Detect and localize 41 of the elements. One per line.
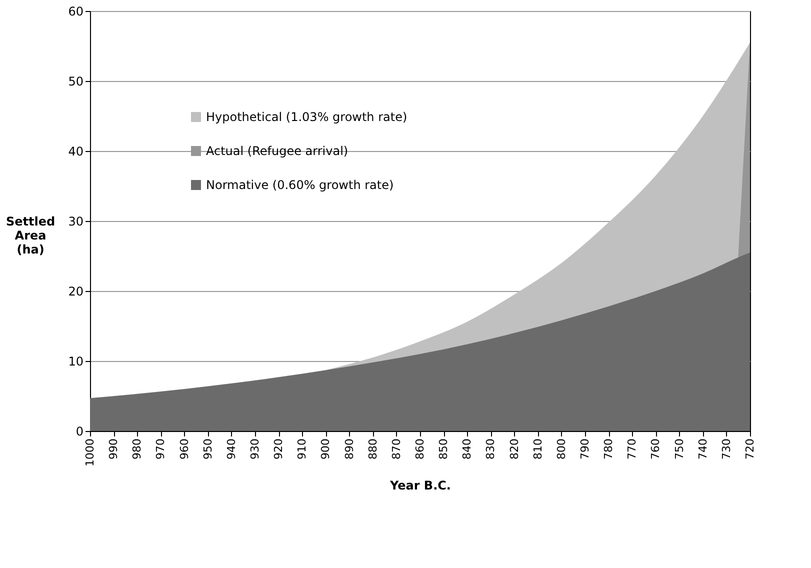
x-tick-label: 770 bbox=[626, 438, 639, 460]
x-tick-label: 1000 bbox=[84, 438, 96, 466]
x-tick-label: 890 bbox=[342, 438, 356, 460]
x-tick-label: 970 bbox=[154, 438, 168, 460]
x-tick-label: 910 bbox=[296, 438, 309, 460]
legend-label: Hypothetical (1.03% growth rate) bbox=[206, 110, 408, 124]
x-tick-label: 940 bbox=[224, 438, 238, 460]
y-tick-label: 10 bbox=[68, 354, 84, 368]
x-tick-label: 950 bbox=[201, 438, 214, 460]
x-tick-label: 740 bbox=[696, 438, 710, 460]
x-tick-label: 780 bbox=[602, 438, 616, 460]
x-tick-label: 930 bbox=[248, 438, 262, 460]
y-tick-label: 20 bbox=[68, 284, 84, 298]
x-tick-label: 810 bbox=[531, 438, 544, 460]
x-tick-label: 920 bbox=[272, 438, 286, 460]
legend-label: Actual (Refugee arrival) bbox=[206, 144, 348, 158]
x-tick-label: 850 bbox=[437, 438, 450, 460]
y-tick-label: 30 bbox=[68, 214, 84, 228]
y-tick-label: 50 bbox=[68, 74, 84, 88]
x-tick-label: 900 bbox=[319, 438, 332, 460]
x-tick-label: 720 bbox=[744, 438, 756, 460]
x-tick-label: 840 bbox=[460, 438, 474, 460]
x-tick-label: 960 bbox=[178, 438, 191, 460]
x-tick-label: 980 bbox=[130, 438, 144, 460]
x-tick-label: 880 bbox=[366, 438, 380, 460]
y-tick-label: 60 bbox=[68, 4, 84, 18]
x-tick-label: 870 bbox=[390, 438, 403, 460]
x-tick-label: 800 bbox=[554, 438, 568, 460]
x-tick-label: 860 bbox=[414, 438, 426, 460]
x-tick-label: 750 bbox=[672, 438, 686, 460]
x-tick-label: 760 bbox=[649, 438, 662, 460]
x-tick-label: 830 bbox=[484, 438, 498, 460]
legend-label: Normative (0.60% growth rate) bbox=[206, 178, 394, 192]
y-tick-label: 0 bbox=[76, 424, 84, 438]
x-tick-label: 990 bbox=[107, 438, 120, 460]
y-tick-label: 40 bbox=[68, 144, 84, 158]
x-tick-label: 730 bbox=[720, 438, 733, 460]
x-axis-title: Year B.C. bbox=[389, 478, 451, 492]
y-axis-title: Settled Area (ha) bbox=[6, 214, 56, 256]
x-tick-label: 820 bbox=[508, 438, 521, 460]
x-tick-label: 790 bbox=[578, 438, 592, 460]
